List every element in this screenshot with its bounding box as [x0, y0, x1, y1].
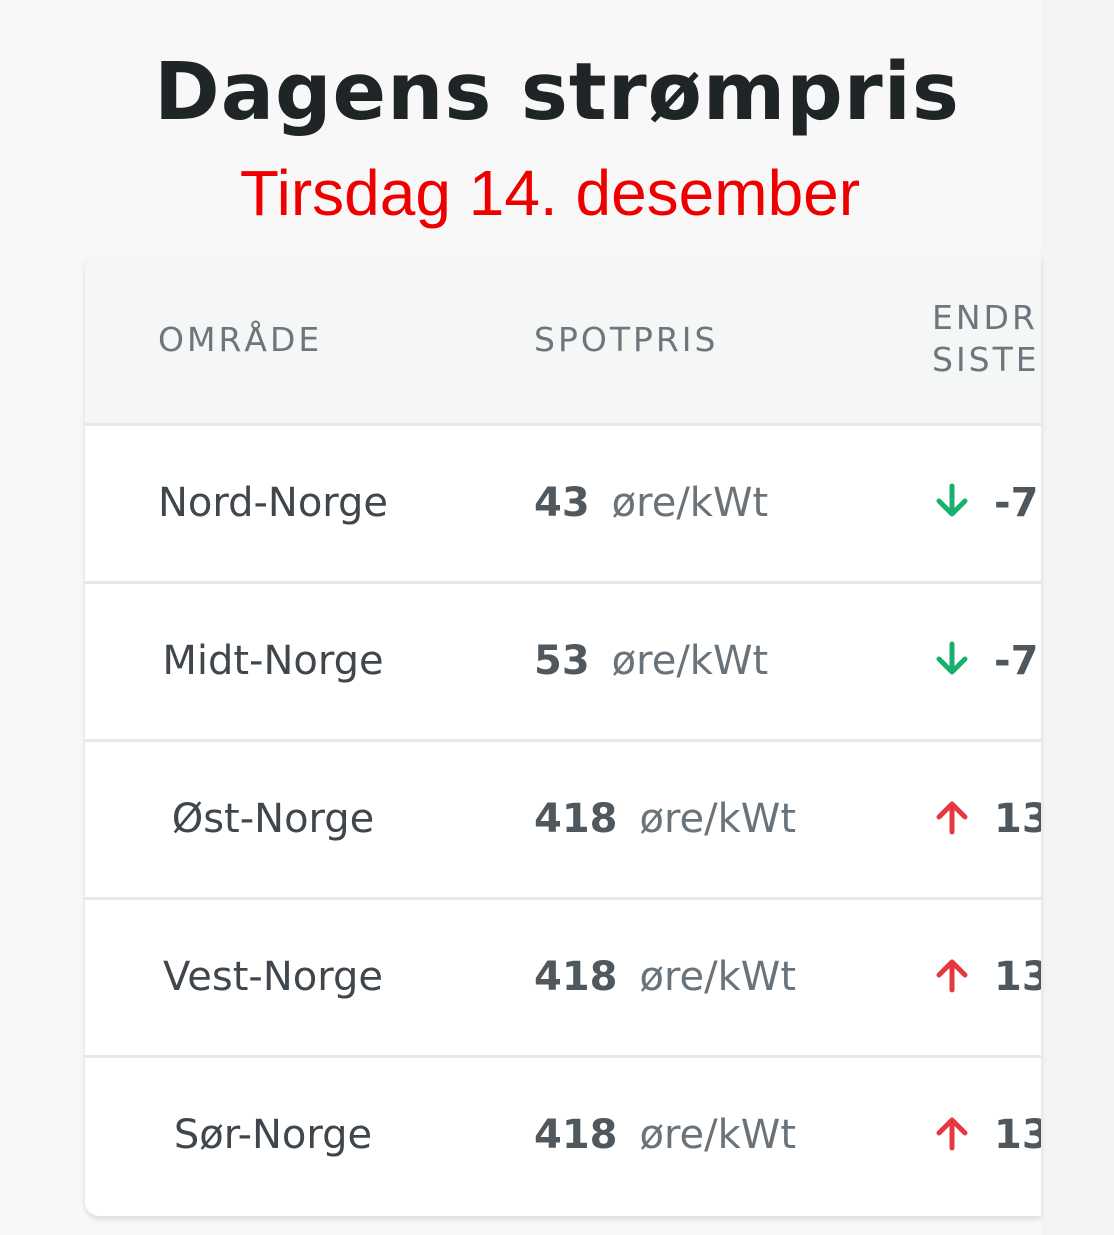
change-cell: 13 [932, 1058, 1041, 1213]
change-value: 13 [994, 1112, 1041, 1158]
spot-price-value: 418 [534, 796, 618, 842]
spot-price-cell: 418 øre/kWt [534, 742, 796, 897]
table-row[interactable]: Øst-Norge 418 øre/kWt 13 [85, 742, 1041, 900]
date-subtitle: Tirsdag 14. desember [239, 157, 861, 229]
area-name: Sør-Norge [173, 1112, 373, 1158]
spot-price-cell: 418 øre/kWt [534, 1058, 796, 1213]
table-header: OMRÅDE SPOTPRIS ENDRI SISTE [85, 256, 1041, 426]
change-cell: 13 [932, 742, 1041, 897]
change-cell: -7. [932, 584, 1041, 739]
change-cell: 13 [932, 900, 1041, 1055]
column-header-change-line2: SISTE [932, 340, 1040, 379]
arrow-up-icon [936, 959, 968, 993]
arrow-down-icon [936, 483, 968, 517]
column-header-area[interactable]: OMRÅDE [158, 320, 323, 359]
spot-price-unit: øre/kWt [611, 638, 769, 684]
spot-price-unit: øre/kWt [611, 480, 769, 526]
spot-price-cell: 53 øre/kWt [534, 584, 768, 739]
change-cell: -7. [932, 426, 1041, 581]
area-name: Midt-Norge [162, 638, 384, 684]
column-header-change[interactable]: ENDRI SISTE [932, 297, 1041, 381]
arrow-up-icon [936, 1117, 968, 1151]
spot-price-value: 53 [534, 638, 590, 684]
spot-price-value: 43 [534, 480, 590, 526]
page-title: Dagens strømpris [154, 46, 960, 138]
change-value: 13 [994, 796, 1041, 842]
table-row[interactable]: Midt-Norge 53 øre/kWt -7. [85, 584, 1041, 742]
spot-price-value: 418 [534, 954, 618, 1000]
table-row[interactable]: Sør-Norge 418 øre/kWt 13 [85, 1058, 1041, 1213]
change-value: -7. [994, 480, 1041, 526]
area-name: Nord-Norge [157, 480, 389, 526]
spot-price-unit: øre/kWt [639, 796, 797, 842]
change-value: -7. [994, 638, 1041, 684]
area-name: Vest-Norge [163, 954, 383, 1000]
spot-price-unit: øre/kWt [639, 1112, 797, 1158]
spot-price-cell: 43 øre/kWt [534, 426, 768, 581]
price-table: OMRÅDE SPOTPRIS ENDRI SISTE Nord-Norge 4… [85, 256, 1041, 1216]
area-name: Øst-Norge [171, 796, 375, 842]
column-header-spot-price[interactable]: SPOTPRIS [534, 320, 719, 359]
spot-price-cell: 418 øre/kWt [534, 900, 796, 1055]
arrow-up-icon [936, 801, 968, 835]
table-row[interactable]: Nord-Norge 43 øre/kWt -7. [85, 426, 1041, 584]
spot-price-value: 418 [534, 1112, 618, 1158]
change-value: 13 [994, 954, 1041, 1000]
spot-price-unit: øre/kWt [639, 954, 797, 1000]
page-edge [1041, 0, 1114, 1235]
column-header-change-line1: ENDRI [932, 298, 1041, 337]
table-row[interactable]: Vest-Norge 418 øre/kWt 13 [85, 900, 1041, 1058]
arrow-down-icon [936, 641, 968, 675]
